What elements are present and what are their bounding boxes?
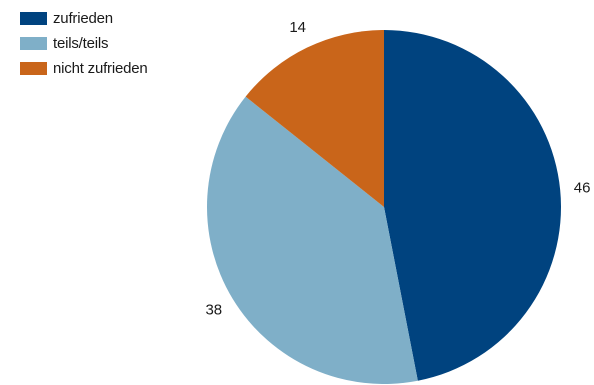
pie-slices [207,30,561,384]
pie-slice-zufrieden [384,30,561,381]
data-label-zufrieden: 46 [574,179,591,196]
data-label-nicht-zufrieden: 14 [289,19,306,36]
data-label-teils-teils: 38 [205,302,222,319]
